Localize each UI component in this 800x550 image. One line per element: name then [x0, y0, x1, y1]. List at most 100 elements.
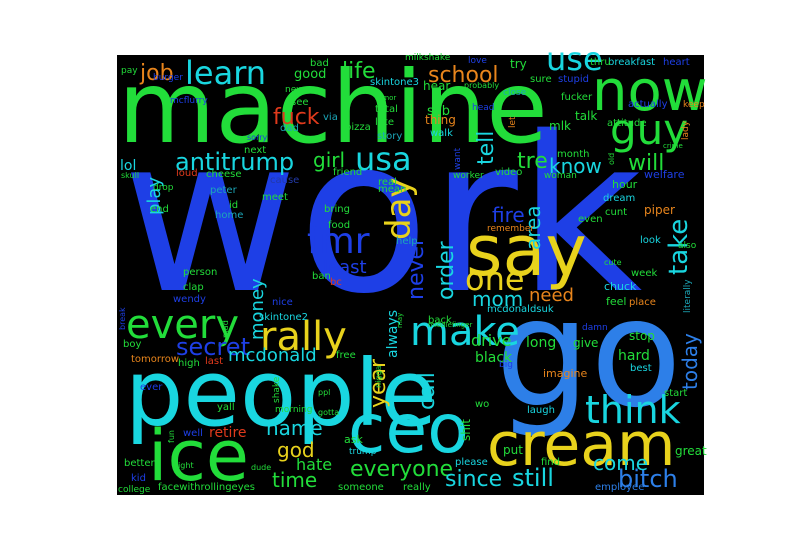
word-clap: clap	[183, 282, 204, 293]
word-ask: ask	[344, 433, 363, 446]
word-hate: hate	[296, 455, 332, 474]
word-go: go	[495, 267, 682, 441]
word-shake: shake	[272, 376, 282, 403]
word-fire: fire	[492, 203, 525, 227]
word-day: day	[379, 177, 419, 240]
word-free: free	[336, 350, 356, 361]
word-ever: ever	[140, 382, 163, 393]
word-put: put	[503, 443, 523, 457]
word-ice: ice	[148, 415, 249, 497]
word-month: month	[557, 149, 589, 160]
word-total: total	[375, 104, 398, 115]
word-good: good	[294, 67, 326, 82]
word-help: help	[396, 236, 418, 247]
word-back: back	[428, 315, 452, 326]
word-make: make	[410, 309, 520, 355]
word-story: story	[377, 131, 402, 142]
word-play: play	[144, 177, 165, 215]
word-come: come	[593, 451, 648, 475]
word-person: person	[183, 267, 217, 278]
word-ban: ban	[312, 271, 331, 282]
word-mom: mom	[472, 287, 523, 311]
word-home: home	[215, 210, 243, 221]
word-lol: lol	[120, 158, 136, 174]
word-job: job	[139, 61, 174, 86]
word-remember: remember	[487, 224, 534, 234]
word-facewithrollingeyes: facewithrollingeyes	[158, 482, 255, 493]
word-stop: stop	[629, 329, 655, 343]
word-people: people	[125, 340, 437, 447]
word-tell: tell	[474, 131, 499, 165]
word-money: money	[247, 278, 268, 340]
word-start: start	[664, 388, 687, 399]
word-mcflurry: mcflurry	[170, 96, 208, 106]
word-keep: keep	[683, 100, 705, 110]
word-antitrump: antitrump	[175, 148, 294, 176]
word-time: time	[272, 468, 317, 492]
word-cunt: cunt	[605, 207, 627, 218]
word-milkshake: milkshake	[405, 53, 451, 63]
word-cheese: cheese	[206, 169, 242, 180]
word-still: still	[512, 464, 554, 492]
word-pizza: pizza	[345, 122, 371, 133]
word-machine: machine	[118, 49, 548, 166]
word-guy: guy	[610, 105, 688, 154]
word-meet: meet	[262, 192, 288, 203]
word-morning: morning	[275, 405, 312, 415]
word-walk: walk	[430, 128, 453, 139]
word-yall: yall	[217, 402, 235, 413]
word-cause: cause	[270, 175, 299, 186]
word-skull: skull	[121, 171, 139, 180]
word-week: week	[631, 268, 657, 279]
word-actually: actually	[628, 99, 668, 110]
word-old: old	[607, 153, 616, 165]
word-employee: employee	[595, 482, 644, 493]
word-sorry: sorry	[247, 133, 268, 142]
word-year: year	[366, 358, 391, 408]
word-fun: fun	[167, 430, 176, 443]
word-gotta: gotta	[318, 408, 339, 417]
word-food: food	[328, 220, 350, 231]
word-fucker: fucker	[561, 92, 593, 103]
word-end: end	[150, 204, 169, 215]
word-mean: mean	[378, 184, 406, 195]
word-college: college	[118, 485, 151, 495]
word-order: order	[434, 240, 459, 300]
word-big: big	[499, 360, 513, 370]
word-usa: usa	[355, 140, 412, 178]
word-woman: woman	[544, 171, 577, 181]
word-bring: bring	[324, 204, 350, 215]
word-dad: dad	[280, 123, 299, 134]
word-literally: literally	[683, 279, 693, 313]
word-work: work	[122, 90, 642, 341]
word-next: next	[244, 145, 266, 156]
word-today: today	[678, 333, 702, 390]
word-since: since	[445, 467, 502, 492]
word-heart: heart	[663, 57, 690, 68]
word-pay: pay	[121, 66, 138, 76]
word-take: take	[664, 219, 694, 275]
word-give: give	[573, 336, 598, 350]
word-nice: nice	[272, 297, 293, 308]
word-will: will	[628, 151, 664, 176]
word-please: please	[455, 457, 488, 468]
word-may: may	[396, 313, 404, 328]
word-mcdonaldsuk: mcdonaldsuk	[487, 304, 554, 315]
word-find: find	[541, 457, 560, 468]
word-night: night	[173, 461, 194, 470]
word-trump: trump	[349, 447, 377, 457]
word-bc: bc	[330, 277, 342, 288]
word-cream: cream	[487, 410, 675, 480]
word-probably: probably	[464, 81, 499, 90]
word-nigga: nigga	[374, 366, 383, 388]
word-breakfast: breakfast	[608, 57, 655, 68]
word-sure: sure	[530, 74, 552, 85]
word-area: area	[521, 205, 545, 250]
word-chuck: chuck	[604, 280, 637, 293]
word-retire: retire	[209, 425, 247, 441]
word-skintone2: skintone2	[259, 312, 308, 323]
word-imagine: imagine	[543, 367, 588, 380]
word-id: id	[229, 200, 238, 211]
